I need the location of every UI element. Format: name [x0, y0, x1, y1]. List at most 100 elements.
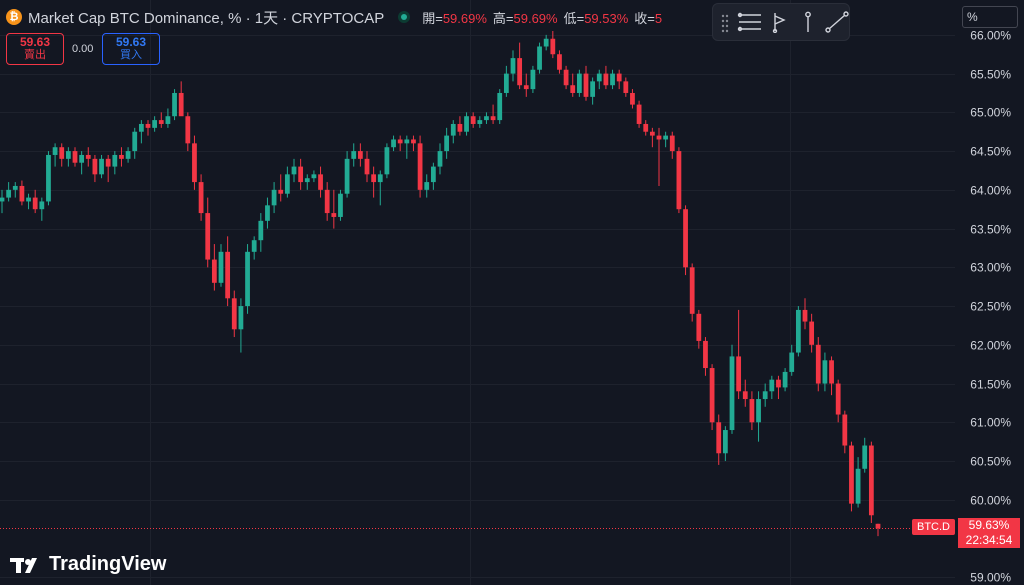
candle	[722, 426, 728, 462]
trend-line-icon[interactable]	[825, 9, 849, 35]
vertical-line-icon[interactable]	[797, 9, 819, 35]
candle	[145, 120, 151, 136]
candle	[530, 65, 536, 93]
candle	[324, 182, 330, 221]
spread-value: 0.00	[72, 43, 94, 55]
candle	[490, 104, 496, 124]
y-tick-label: 63.00%	[970, 261, 1011, 275]
candle	[26, 193, 31, 210]
candle	[364, 151, 370, 183]
market-status-icon[interactable]	[398, 11, 411, 23]
y-tick-label: 63.50%	[970, 223, 1011, 237]
candle	[344, 151, 350, 198]
candle	[576, 69, 582, 97]
candle	[284, 166, 290, 198]
candle	[616, 69, 622, 90]
candle	[397, 135, 403, 152]
candle	[271, 182, 277, 214]
y-tick-label: 61.50%	[970, 378, 1011, 392]
y-tick-label: 65.00%	[970, 106, 1011, 120]
y-tick-label: 61.00%	[970, 416, 1011, 430]
candle	[377, 170, 383, 206]
y-tick-label: 62.00%	[970, 339, 1011, 353]
tradingview-logo-icon	[10, 557, 37, 573]
candle	[683, 205, 688, 276]
candle	[590, 77, 596, 105]
buy-button[interactable]: 59.63 買入	[102, 33, 160, 65]
candle	[125, 147, 131, 163]
candle	[298, 158, 304, 190]
candle	[776, 375, 781, 400]
candle	[357, 143, 363, 167]
candle	[265, 197, 270, 229]
candle	[769, 375, 775, 400]
candle	[497, 89, 503, 124]
candle	[132, 127, 138, 159]
candle	[99, 154, 104, 179]
sell-button[interactable]: 59.63 賣出	[6, 33, 64, 65]
candle	[32, 189, 38, 214]
candle	[351, 143, 357, 167]
scale-mode-selector[interactable]: %	[962, 6, 1018, 28]
tradingview-logo[interactable]: TradingView	[10, 553, 166, 576]
candle	[278, 174, 284, 202]
candle	[105, 154, 111, 183]
candle	[603, 65, 609, 90]
candle	[862, 437, 868, 473]
candle	[484, 112, 489, 124]
candle	[543, 34, 549, 51]
candle	[689, 263, 695, 322]
candle	[417, 135, 423, 198]
last-price-value: 59.63%	[968, 518, 1010, 532]
candle	[258, 213, 264, 252]
candle	[338, 189, 343, 221]
y-tick-label: 65.50%	[970, 68, 1011, 82]
candle	[218, 244, 224, 287]
candle	[65, 147, 71, 167]
chart-title[interactable]: Market Cap BTC Dominance, % · 1天 · CRYPT…	[28, 9, 385, 27]
candle	[477, 116, 483, 128]
candle	[829, 356, 834, 396]
candle	[643, 120, 649, 136]
candle	[696, 309, 702, 349]
candle	[158, 112, 164, 128]
y-tick-label: 60.00%	[970, 494, 1011, 508]
candle	[464, 112, 469, 136]
chart-header: ₿ Market Cap BTC Dominance, % · 1天 · CRY…	[6, 6, 662, 28]
candle	[517, 42, 523, 90]
bar-countdown: 22:34:54	[965, 533, 1013, 547]
y-tick-label: 64.00%	[970, 184, 1011, 198]
candle	[198, 174, 204, 221]
horizontal-lines-icon[interactable]	[737, 9, 763, 35]
fib-icon[interactable]	[769, 9, 791, 35]
candle	[304, 174, 310, 190]
bitcoin-icon: ₿	[6, 9, 22, 25]
candle	[112, 151, 118, 175]
y-tick-label: 62.50%	[970, 300, 1011, 314]
symbol-badge: BTC.D	[912, 519, 955, 535]
candle	[623, 77, 629, 97]
candle	[729, 344, 735, 434]
candle	[92, 154, 98, 183]
candle	[583, 65, 589, 101]
candle	[815, 337, 821, 392]
candle	[457, 116, 463, 136]
sell-label: 賣出	[24, 49, 46, 61]
candle	[537, 42, 542, 74]
candle	[835, 379, 841, 423]
close-value: 5	[654, 10, 663, 26]
price-axis[interactable]: 66.00% 65.50% 65.00% 64.50% 64.00% 63.50% 63.0…	[970, 29, 1011, 585]
drag-handle-icon[interactable]	[721, 13, 729, 33]
candle	[795, 306, 801, 357]
candle	[318, 166, 323, 198]
candle	[205, 197, 211, 268]
candle	[245, 244, 250, 314]
candle	[72, 147, 78, 167]
y-tick-label: 66.00%	[970, 29, 1011, 43]
candle	[663, 131, 669, 148]
sell-price: 59.63	[19, 35, 51, 49]
candle	[669, 131, 675, 159]
candle	[391, 135, 396, 152]
candle	[610, 69, 615, 90]
